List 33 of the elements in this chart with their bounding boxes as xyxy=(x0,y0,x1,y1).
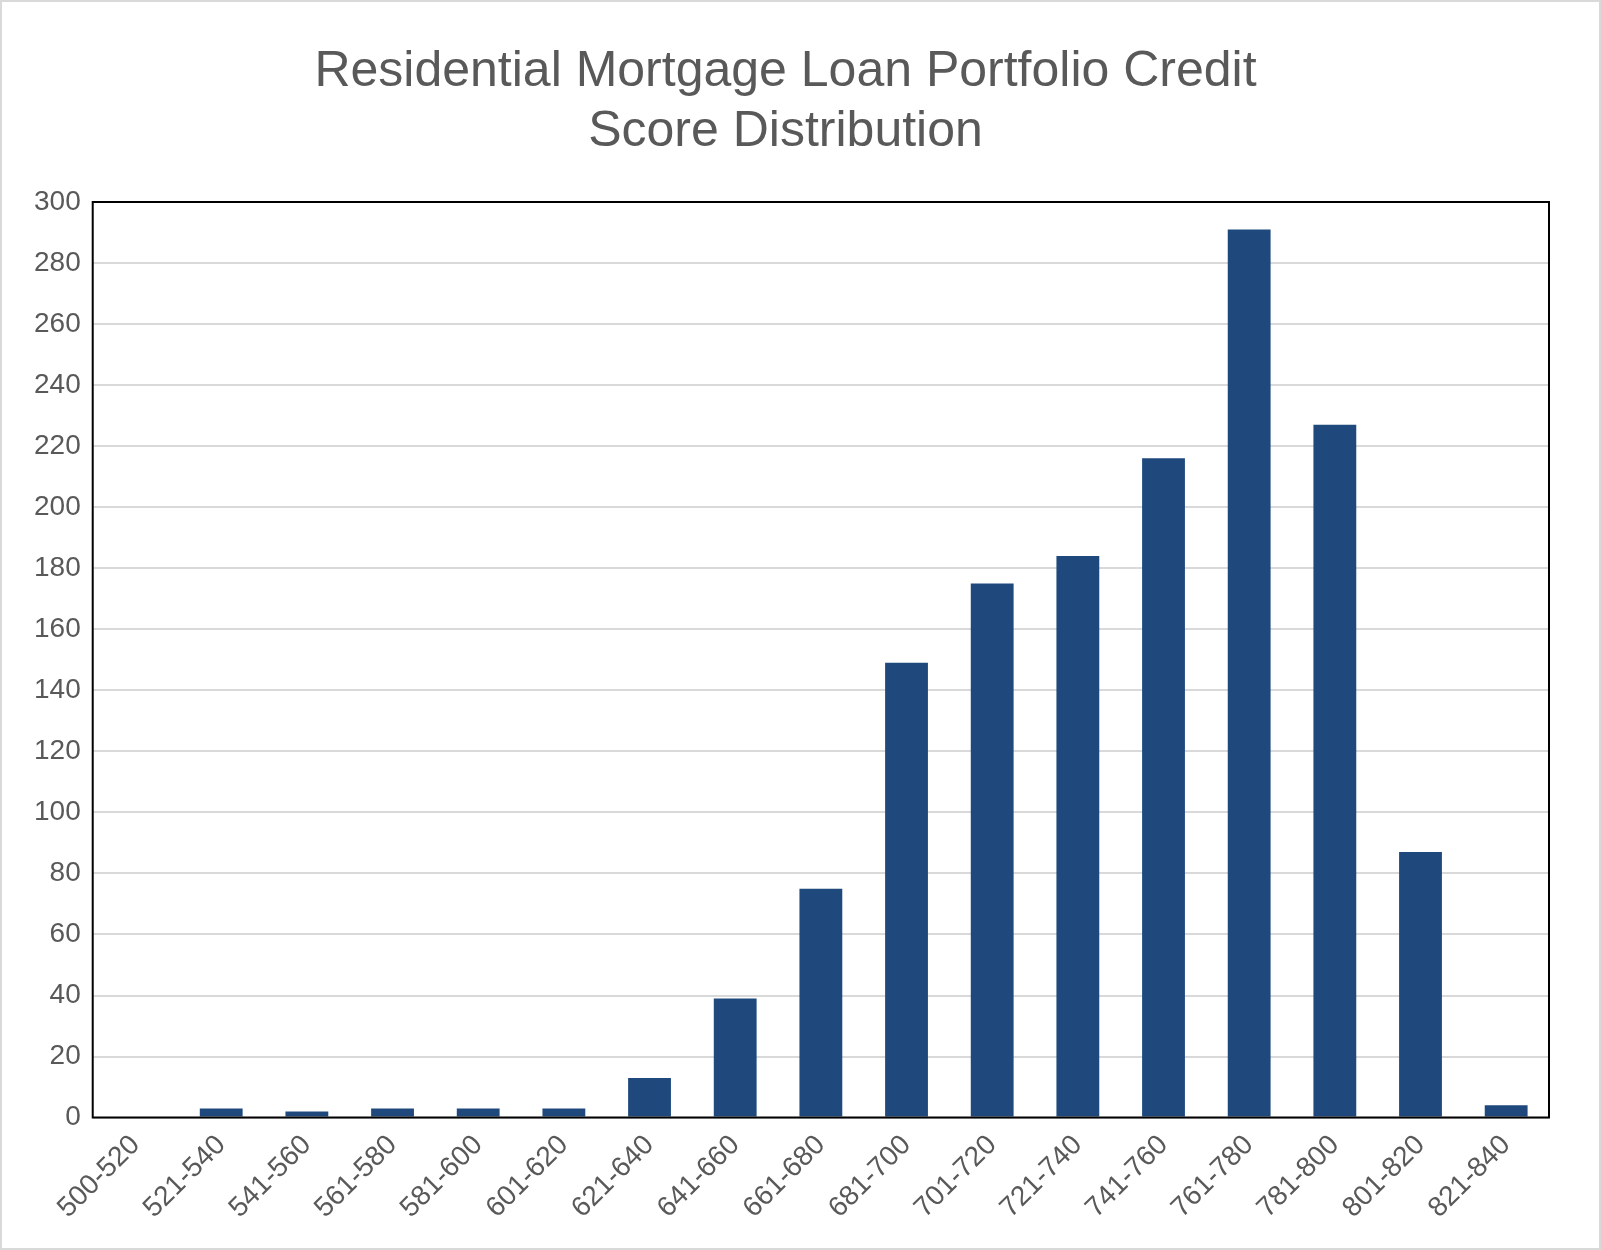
bar xyxy=(1399,852,1442,1117)
y-tick-label: 140 xyxy=(34,673,81,705)
bar xyxy=(799,888,843,1117)
y-tick-label: 240 xyxy=(34,367,81,399)
y-tick-label: 120 xyxy=(34,734,81,766)
y-tick-label: 60 xyxy=(49,917,81,949)
y-tick-label: 80 xyxy=(49,856,81,888)
y-tick-label: 200 xyxy=(34,489,81,521)
bar xyxy=(713,998,757,1117)
y-tick-label: 20 xyxy=(49,1039,81,1071)
y-tick-label: 220 xyxy=(34,428,81,460)
bar xyxy=(628,1077,671,1117)
bar xyxy=(1484,1105,1528,1117)
chart-title: Residential Mortgage Loan Portfolio Credit Score Distribution xyxy=(314,40,1257,157)
bar xyxy=(542,1108,586,1117)
bar xyxy=(285,1111,329,1117)
y-tick-label: 280 xyxy=(34,245,81,277)
y-tick-label: 260 xyxy=(34,306,81,338)
y-tick-label: 180 xyxy=(34,550,81,582)
bar xyxy=(456,1108,500,1117)
bar xyxy=(1227,229,1271,1117)
y-tick-label: 100 xyxy=(34,795,81,827)
bar xyxy=(371,1108,414,1117)
y-tick-label: 300 xyxy=(34,184,81,216)
bar xyxy=(885,662,928,1117)
bar xyxy=(1142,458,1185,1117)
bar xyxy=(1056,556,1100,1117)
bar xyxy=(1313,424,1357,1117)
bar xyxy=(199,1108,243,1117)
y-tick-label: 40 xyxy=(49,978,81,1010)
y-tick-label: 0 xyxy=(65,1100,81,1132)
bar xyxy=(970,583,1014,1117)
y-tick-label: 160 xyxy=(34,611,81,643)
